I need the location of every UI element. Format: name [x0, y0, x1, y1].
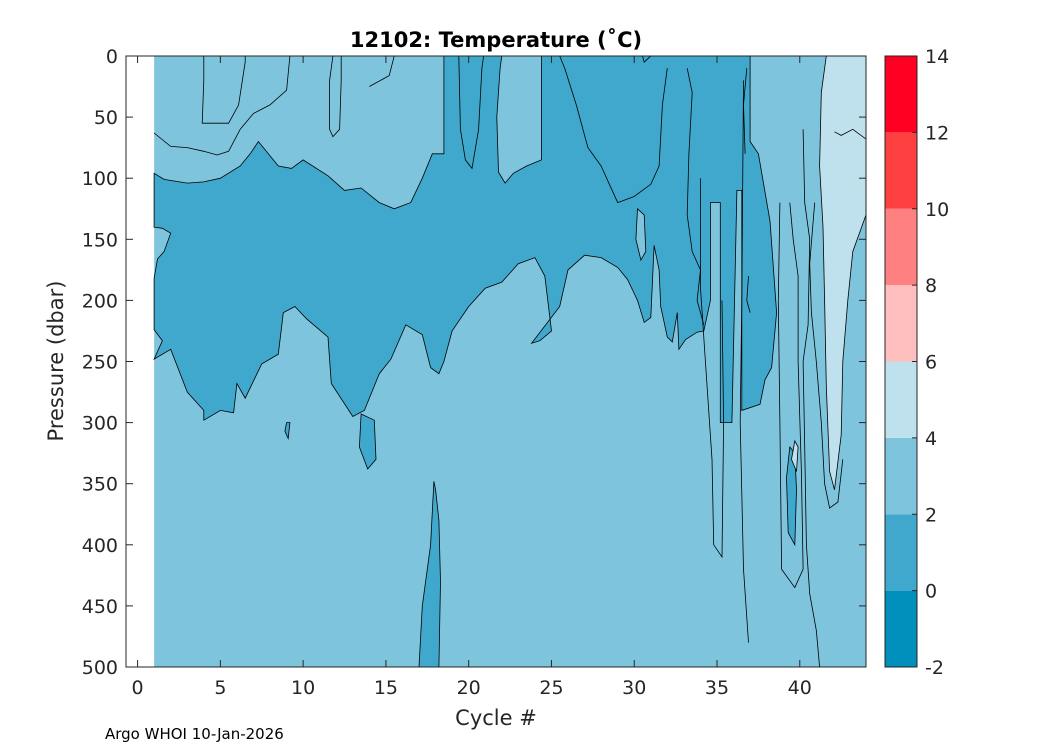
x-tick-label: 35 — [705, 677, 729, 699]
y-tick-label: 250 — [82, 352, 118, 374]
colorbar-swatch — [885, 56, 917, 133]
x-tick-label: 40 — [788, 677, 812, 699]
y-tick-label: 200 — [82, 290, 118, 312]
y-tick-label: 450 — [82, 596, 118, 618]
contour-line-12 — [777, 202, 804, 589]
colorbar-tick-label: 0 — [925, 581, 937, 603]
colorbar-swatch — [885, 208, 917, 286]
contour-region-5 — [418, 481, 441, 667]
colorbar-tick-label: 12 — [925, 122, 949, 144]
x-tick-label: 0 — [132, 677, 144, 699]
y-tick-label: 150 — [82, 229, 118, 251]
contour-region-4 — [358, 413, 377, 470]
contour-fills — [153, 56, 866, 667]
colorbar-tick-label: -2 — [925, 657, 944, 679]
x-axis: 0 5 10 15 20 25 30 35 40 — [132, 56, 812, 699]
contour-region-0 — [153, 56, 778, 423]
x-tick-label: 30 — [622, 677, 646, 699]
colorbar-swatch — [885, 590, 917, 667]
contour-line-1 — [153, 56, 291, 156]
contour-line-5 — [559, 56, 668, 204]
contour-region-3 — [284, 422, 291, 441]
colorbar-swatch — [885, 132, 917, 209]
colorbar-tick-label: 2 — [925, 504, 937, 526]
y-tick-label: 100 — [82, 168, 118, 190]
colorbar: -2 0 2 4 6 8 10 12 14 — [884, 46, 949, 679]
footer-credit: Argo WHOI 10-Jan-2026 — [105, 725, 284, 743]
colorbar-tick-label: 6 — [925, 352, 937, 374]
contour-region-7 — [819, 56, 866, 490]
y-tick-label: 500 — [82, 657, 118, 679]
y-tick-label: 50 — [94, 107, 118, 129]
contour-line-8 — [802, 129, 820, 667]
y-tick-label: 350 — [82, 474, 118, 496]
contour-line-15 — [834, 128, 866, 140]
colorbar-tick-label: 10 — [925, 199, 949, 221]
contour-lines — [153, 56, 866, 667]
contour-line-14 — [642, 56, 652, 63]
contour-line-9 — [700, 178, 725, 559]
x-tick-label: 15 — [374, 677, 398, 699]
x-axis-label: Cycle # — [455, 706, 537, 730]
contour-line-13 — [809, 202, 844, 509]
colorbar-swatch — [885, 285, 917, 362]
chart-title: 12102: Temperature (˚C) — [350, 28, 642, 52]
colorbar-tick-label: 8 — [925, 275, 937, 297]
colorbar-swatch — [885, 514, 917, 591]
contour-region-8 — [791, 439, 799, 472]
y-axis-label: Pressure (dbar) — [44, 281, 68, 442]
contour-line-6 — [686, 68, 705, 325]
contour-line-2 — [329, 56, 342, 138]
contour-region-1 — [496, 56, 542, 184]
colorbar-tick-label: 14 — [925, 46, 949, 68]
x-tick-label: 20 — [457, 677, 481, 699]
y-tick-label: 300 — [82, 413, 118, 435]
x-tick-label: 25 — [539, 677, 563, 699]
colorbar-swatch — [885, 437, 917, 515]
y-axis: 0 50 100 150 200 250 300 350 400 450 500 — [82, 46, 866, 679]
x-tick-label: 10 — [291, 677, 315, 699]
y-tick-label: 400 — [82, 535, 118, 557]
contour-line-3 — [369, 56, 395, 87]
contour-line-10 — [739, 80, 749, 643]
colorbar-tick-label: 4 — [925, 428, 937, 450]
x-tick-label: 5 — [214, 677, 226, 699]
contour-region-2 — [635, 207, 647, 262]
colorbar-swatch — [885, 361, 917, 438]
y-tick-label: 0 — [106, 46, 118, 68]
contour-line-4 — [458, 56, 484, 170]
contour-line-11 — [746, 275, 751, 313]
contour-line-0 — [201, 56, 246, 124]
